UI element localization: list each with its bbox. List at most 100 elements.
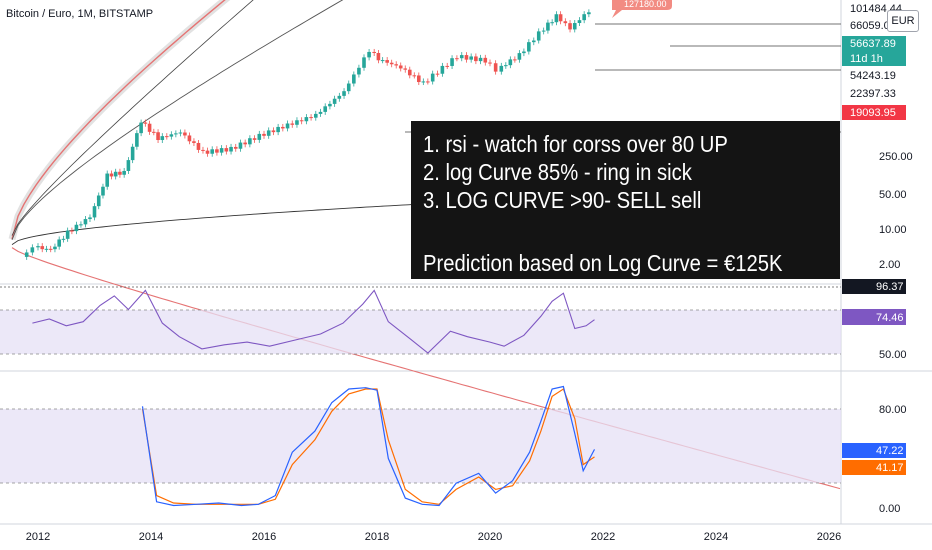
candle-body — [219, 148, 224, 153]
candle-body — [568, 23, 572, 30]
candle-body — [517, 53, 522, 60]
price-tag-label: 54243.19 — [850, 70, 896, 82]
candle-body — [178, 132, 183, 134]
stoch-k-tag-label: 47.22 — [876, 445, 904, 457]
candle-body — [101, 186, 105, 196]
callout-tag-label: 127180.00 — [624, 0, 667, 9]
candle-body — [113, 171, 118, 177]
time-axis-tick-label: 2018 — [365, 531, 389, 543]
candle-body — [426, 81, 430, 83]
candle-body — [174, 133, 178, 135]
candle-body — [582, 14, 586, 21]
candle-body — [412, 75, 417, 77]
candle-body — [266, 130, 271, 136]
candle-body — [407, 69, 412, 76]
candle-body — [74, 224, 79, 232]
annotation-box[interactable] — [411, 121, 840, 279]
candle-body — [183, 132, 187, 136]
annotation-line-2: 2. log Curve 85% - ring in sick — [423, 159, 692, 185]
candle-body — [215, 149, 219, 153]
candle-body — [196, 142, 201, 150]
candle-body — [147, 123, 152, 132]
candle-body — [398, 65, 403, 69]
price-axis-tick-label: 10.00 — [879, 224, 907, 236]
candle-body — [558, 14, 563, 22]
currency-badge[interactable]: EUR — [887, 10, 919, 32]
candle-body — [201, 149, 205, 151]
candle-body — [318, 111, 323, 114]
candle-body — [572, 23, 577, 30]
candle-body — [389, 62, 394, 65]
candle-body — [152, 131, 156, 133]
candle-body — [474, 56, 478, 62]
annotation-line-1: 1. rsi - watch for corss over 80 UP — [423, 131, 728, 157]
candle-body — [445, 65, 450, 67]
candle-body — [192, 141, 196, 143]
candle-body — [464, 55, 469, 60]
candle-body — [385, 60, 389, 63]
stoch-axis-tick-label: 80.00 — [879, 404, 907, 416]
rsi-tag-current-bg — [842, 309, 906, 325]
candle-body — [271, 130, 276, 133]
candle-body — [563, 21, 568, 24]
rsi-tag-peak-bg — [842, 279, 906, 294]
candle-body — [143, 122, 148, 124]
price-tag-label: 19093.95 — [850, 107, 896, 119]
candle-body — [546, 22, 550, 31]
rsi-tag-current-label: 74.46 — [876, 312, 904, 324]
rsi-axis-tick-label: 50.00 — [879, 349, 907, 361]
candle-body — [367, 51, 371, 58]
candle-body — [421, 81, 426, 83]
candle-body — [96, 195, 101, 207]
candle-body — [513, 59, 517, 61]
candle-body — [169, 134, 174, 137]
rsi-tag-peak-label: 96.37 — [876, 281, 904, 293]
candle-body — [105, 173, 110, 187]
candle-body — [531, 40, 536, 43]
candle-body — [257, 133, 262, 140]
candle-body — [323, 106, 328, 112]
rsi-line — [32, 289, 595, 354]
candle-body — [299, 120, 304, 122]
candle-body — [304, 117, 309, 122]
candle-body — [61, 238, 66, 240]
candle-body — [328, 103, 332, 107]
candle-body — [394, 64, 399, 66]
log-curve-extension — [11, 0, 254, 236]
price-tag-background — [842, 105, 906, 120]
candle-body — [550, 22, 554, 24]
candle-body — [187, 135, 192, 142]
candle-body — [281, 126, 285, 129]
candle-body — [30, 247, 35, 253]
candle-body — [577, 20, 582, 24]
candle-body — [210, 149, 215, 154]
candle-body — [469, 56, 473, 60]
candle-body — [65, 230, 70, 239]
candle-body — [262, 133, 266, 136]
candle-body — [243, 142, 247, 145]
candle-body — [276, 126, 280, 133]
price-tag-label: 56637.89 — [850, 38, 896, 50]
candle-body — [342, 91, 346, 96]
annotation-line-4: Prediction based on Log Curve = €125K — [423, 250, 783, 276]
time-axis-tick-label: 2024 — [704, 531, 728, 543]
candle-body — [417, 75, 421, 83]
time-axis-tick-label: 2020 — [478, 531, 502, 543]
candle-body — [229, 146, 233, 152]
candle-body — [88, 217, 92, 220]
candle-body — [160, 136, 165, 141]
candle-body — [527, 42, 531, 52]
time-axis-tick-label: 2016 — [252, 531, 276, 543]
price-tag-background — [842, 36, 906, 51]
rsi-pane — [0, 286, 841, 355]
candle-body — [109, 173, 114, 177]
candle-body — [522, 51, 526, 54]
candle-body — [165, 136, 169, 138]
candle-body — [459, 55, 464, 59]
candle-body — [92, 206, 97, 218]
symbol-title: Bitcoin / Euro, 1M, BITSTAMP — [6, 8, 154, 20]
log-curve-upper — [11, 0, 344, 240]
candle-body — [362, 57, 366, 68]
stoch-d-tag-bg — [842, 460, 906, 475]
